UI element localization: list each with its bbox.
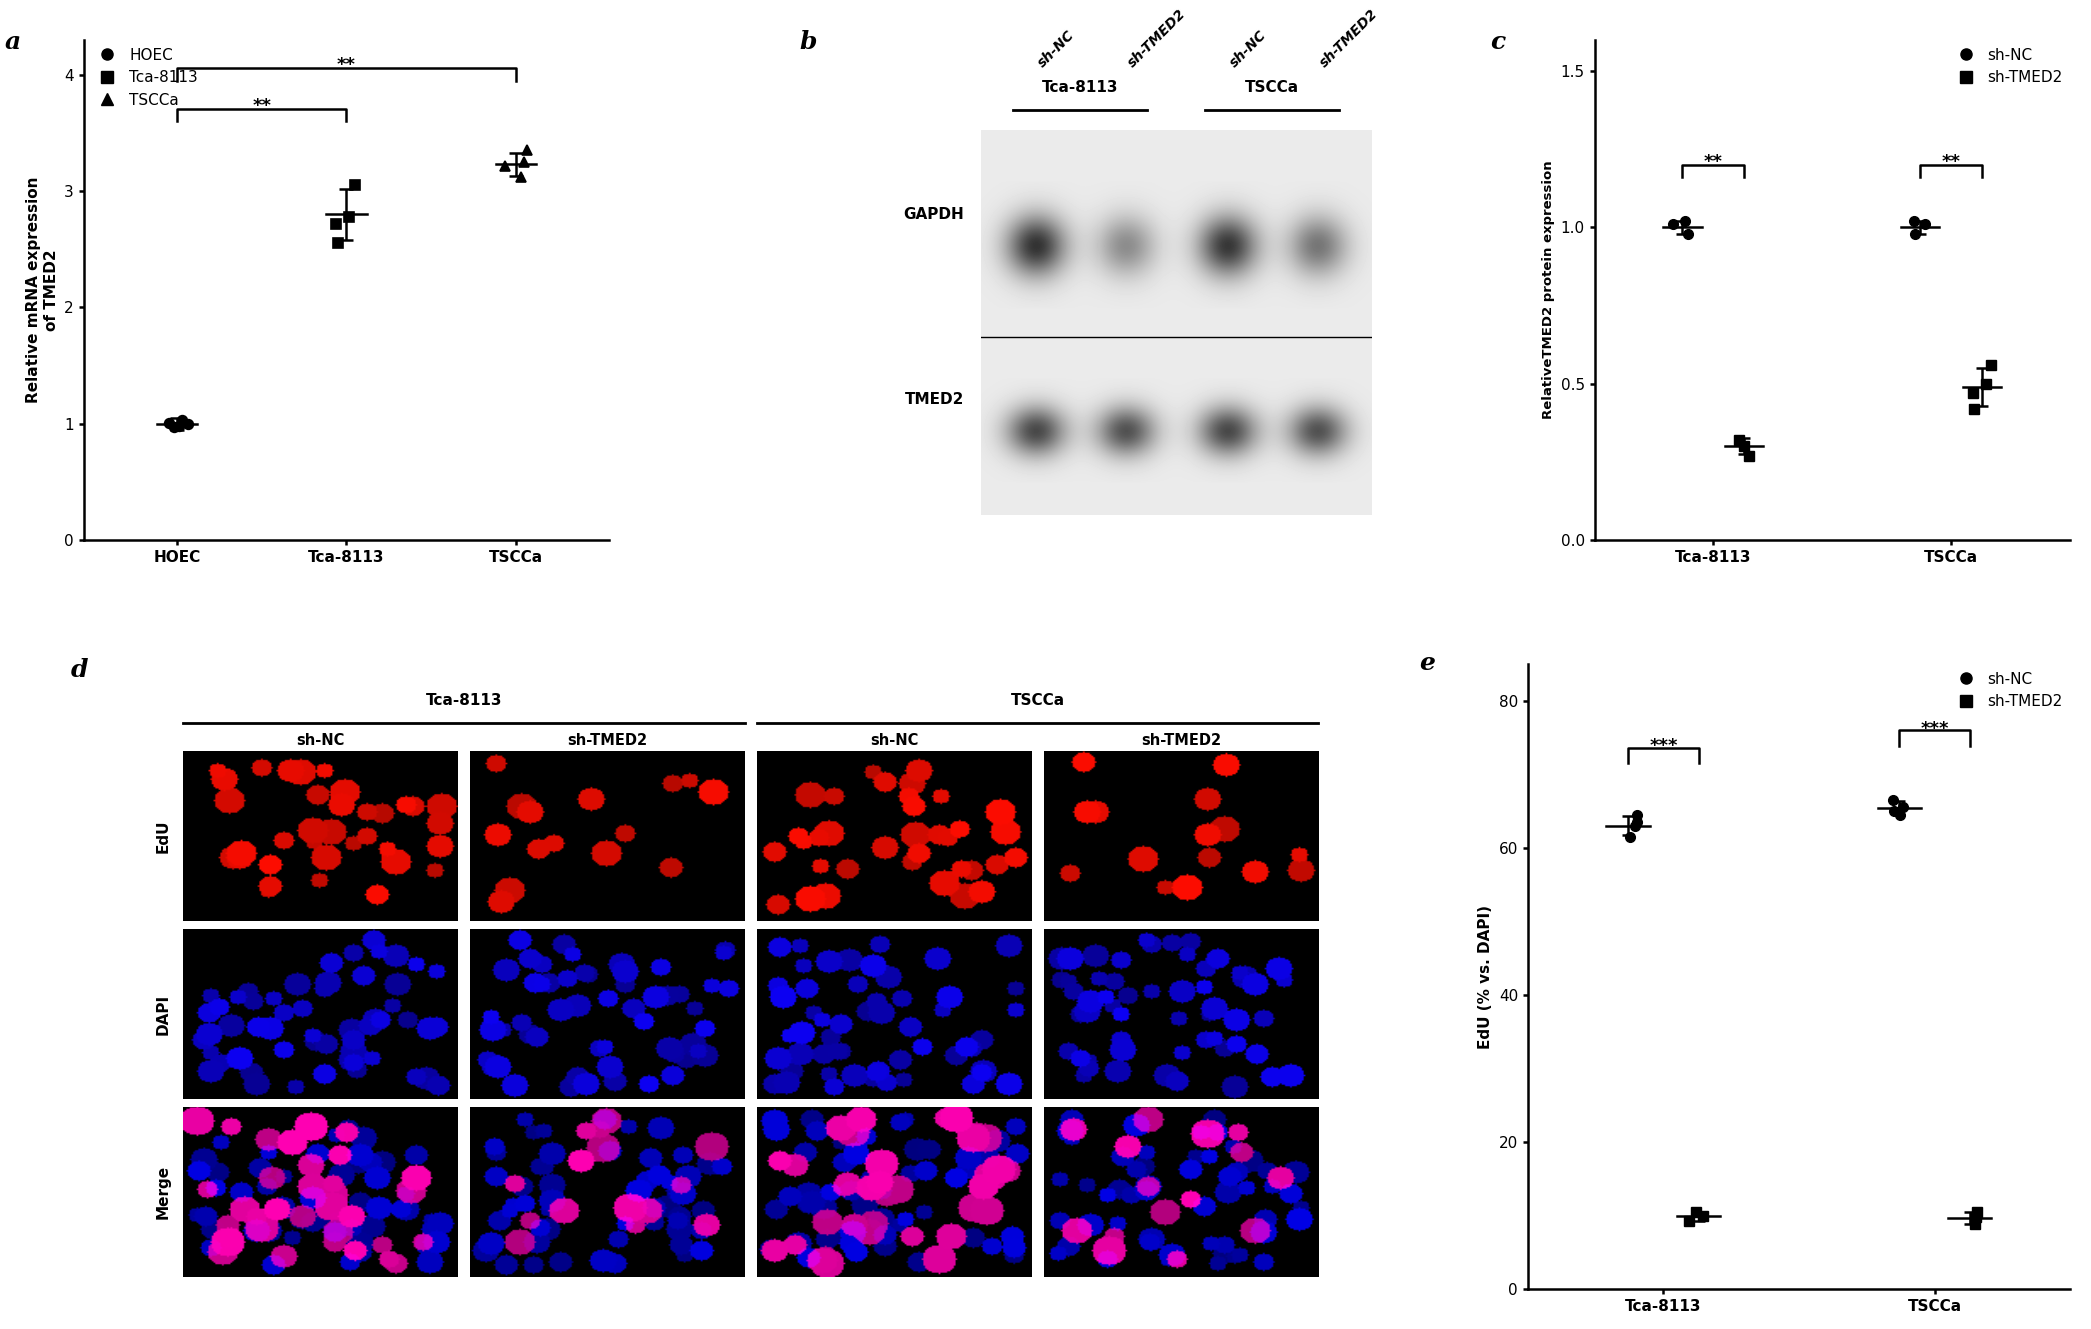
Text: c: c	[1491, 29, 1506, 54]
Text: **: **	[1704, 153, 1723, 171]
Text: TSCCa: TSCCa	[1244, 80, 1299, 94]
Text: TSCCa: TSCCa	[1010, 692, 1064, 707]
Text: sh-TMED2: sh-TMED2	[567, 734, 648, 748]
Text: sh-NC: sh-NC	[870, 734, 918, 748]
Text: sh-TMED2: sh-TMED2	[1317, 7, 1380, 70]
Text: Tca-8113: Tca-8113	[427, 692, 502, 707]
Legend: sh-NC, sh-TMED2: sh-NC, sh-TMED2	[1951, 671, 2062, 710]
Text: Merge: Merge	[157, 1164, 171, 1219]
Y-axis label: RelativeTMED2 protein expression: RelativeTMED2 protein expression	[1541, 161, 1556, 419]
Y-axis label: EdU (% vs. DAPI): EdU (% vs. DAPI)	[1478, 905, 1493, 1049]
Text: ***: ***	[1650, 738, 1677, 755]
Y-axis label: Relative mRNA expression
of TMED2: Relative mRNA expression of TMED2	[27, 177, 59, 403]
Text: **: **	[253, 97, 272, 116]
Text: EdU: EdU	[157, 820, 171, 853]
Text: sh-TMED2: sh-TMED2	[1125, 7, 1190, 70]
Text: **: **	[1943, 153, 1961, 171]
Text: a: a	[4, 29, 21, 54]
Legend: HOEC, Tca-8113, TSCCa: HOEC, Tca-8113, TSCCa	[92, 48, 199, 108]
Text: 50μm: 50μm	[1232, 1236, 1271, 1249]
Text: sh-TMED2: sh-TMED2	[1142, 734, 1221, 748]
Text: ***: ***	[1920, 720, 1949, 738]
Legend: sh-NC, sh-TMED2: sh-NC, sh-TMED2	[1951, 48, 2062, 85]
Text: Tca-8113: Tca-8113	[1041, 80, 1119, 94]
Text: sh-NC: sh-NC	[1227, 28, 1269, 70]
Text: d: d	[71, 658, 88, 682]
Text: sh-NC: sh-NC	[1035, 28, 1077, 70]
Text: TMED2: TMED2	[905, 392, 964, 407]
Text: sh-NC: sh-NC	[297, 734, 345, 748]
Text: e: e	[1420, 651, 1434, 675]
Text: b: b	[799, 29, 815, 54]
Text: **: **	[337, 56, 355, 74]
Text: GAPDH: GAPDH	[903, 207, 964, 222]
Text: DAPI: DAPI	[157, 994, 171, 1034]
